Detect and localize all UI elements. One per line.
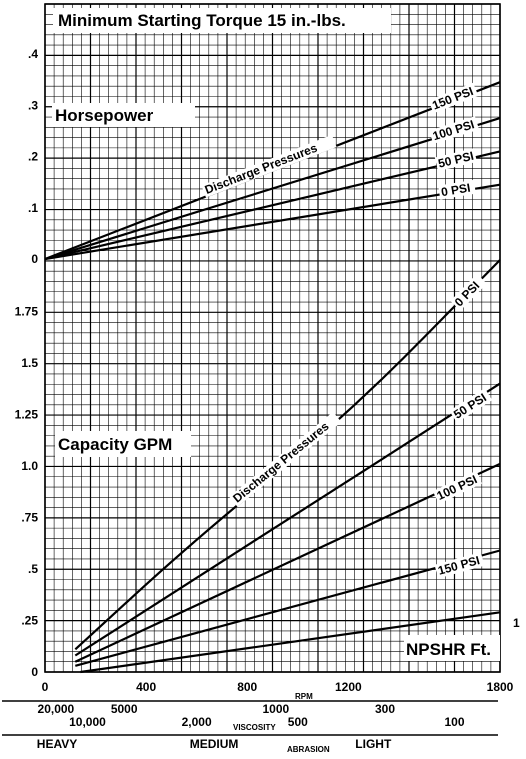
bottom-scales: 20,000 5000 1000 300 10,000 2,000 500 100 VISCOS… — [2, 700, 498, 754]
x-tick-label: 1800 — [487, 680, 514, 694]
cap-annotation-background — [229, 411, 342, 507]
cap-label-50-psi-group: 50 PSI — [449, 388, 493, 423]
hp-label-50-psi-background — [434, 148, 477, 172]
cap-label-150-psi-background — [434, 552, 485, 579]
viscosity-label-top: 300 — [375, 702, 395, 716]
x-tick-label: 400 — [136, 680, 156, 694]
cap-label-50-psi: 50 PSI — [451, 390, 489, 421]
x-axis-label: RPM — [295, 692, 313, 701]
capacity-y-tick-label: 1.75 — [15, 305, 39, 319]
capacity-y-tick-label: 1.25 — [15, 408, 39, 422]
capacity-label-background — [55, 431, 191, 457]
chart-title-group: Minimum Starting Torque 15 in.-lbs. — [53, 8, 391, 33]
horsepower-label-background — [52, 103, 195, 127]
plot-border — [44, 3, 501, 673]
hp-label-100-psi: 100 PSI — [431, 117, 476, 143]
capacity-y-tick-label: 1.5 — [21, 356, 38, 370]
capacity-y-tick-label: 0 — [31, 665, 38, 679]
cap-label-150-psi: 150 PSI — [436, 553, 481, 578]
capacity-curve — [74, 259, 501, 651]
capacity-y-tick-label: 1.0 — [21, 459, 38, 473]
horsepower-curve — [44, 183, 501, 261]
npshr-curve — [80, 611, 501, 674]
capacity-y-tick-label: .5 — [28, 562, 38, 576]
capacity-curve — [74, 382, 501, 657]
capacity-curve — [74, 462, 501, 663]
viscosity-label-bottom: 500 — [288, 715, 308, 729]
capacity-curve — [75, 549, 501, 667]
x-tick-label: 1200 — [335, 680, 362, 694]
hp-label-50-psi-group: 50 PSI — [434, 148, 477, 172]
hp-y-tick-label: 0 — [31, 252, 38, 266]
hp-annotation-group: Discharge Pressures — [201, 134, 337, 198]
axis-ticks: 0 .1 .2 .3 .4 0 .25 .5 .75 1.0 1.25 1.5 1.75 0 400 800 1… — [15, 47, 514, 701]
viscosity-label-bottom: 10,000 — [69, 715, 106, 729]
abrasion-axis-label: ABRASION — [287, 745, 330, 754]
npshr-label: NPSHR Ft. — [406, 640, 491, 659]
hp-label-0-psi: 0 PSI — [440, 181, 471, 200]
abrasion-label: LIGHT — [355, 737, 392, 751]
abrasion-label: HEAVY — [37, 737, 77, 751]
capacity-y-tick-label: .75 — [21, 511, 38, 525]
x-tick-label: 0 — [42, 680, 49, 694]
hp-y-tick-label: .3 — [28, 98, 38, 112]
viscosity-label-bottom: 100 — [445, 715, 465, 729]
npshr-label-background — [404, 635, 500, 661]
abrasion-label: MEDIUM — [190, 737, 239, 751]
hp-label-100-psi-background — [429, 116, 480, 144]
hp-label-0-psi-background — [438, 179, 476, 200]
title-background — [53, 8, 391, 33]
hp-label-50-psi: 50 PSI — [437, 149, 475, 171]
hp-label-150-psi-background — [428, 82, 479, 114]
capacity-panel-label: Capacity GPM — [58, 435, 172, 454]
horsepower-panel-label: Horsepower — [55, 106, 154, 125]
viscosity-axis-label: VISCOSITY — [233, 723, 276, 732]
chart-curves — [44, 81, 501, 674]
hp-label-0-psi-group: 0 PSI — [438, 179, 476, 200]
hp-label-150-psi: 150 PSI — [430, 84, 475, 112]
hp-y-tick-label: .1 — [28, 201, 38, 215]
viscosity-label-top: 1000 — [263, 702, 290, 716]
hp-label-150-psi-group: 150 PSI — [428, 82, 479, 114]
capacity-y-tick-label: .25 — [21, 614, 38, 628]
horsepower-curve — [44, 117, 501, 261]
chart-title: Minimum Starting Torque 15 in.-lbs. — [58, 11, 346, 30]
viscosity-label-top: 20,000 — [38, 702, 75, 716]
cap-label-50-psi-background — [449, 388, 493, 423]
cap-label-0-psi-background — [450, 273, 487, 311]
hp-y-tick-label: .2 — [28, 150, 38, 164]
cap-label-100-psi-background — [432, 470, 483, 504]
npshr-end-label: 1 — [513, 616, 520, 630]
viscosity-label-top: 5000 — [111, 702, 138, 716]
hp-y-tick-label: .4 — [28, 47, 38, 61]
cap-label-150-psi-group: 150 PSI — [434, 552, 485, 579]
horsepower-curve — [44, 150, 501, 261]
viscosity-label-bottom: 2,000 — [182, 715, 212, 729]
x-tick-label: 800 — [237, 680, 257, 694]
hp-annotation-background — [201, 134, 337, 198]
cap-label-0-psi-group: 0 PSI — [450, 273, 487, 311]
